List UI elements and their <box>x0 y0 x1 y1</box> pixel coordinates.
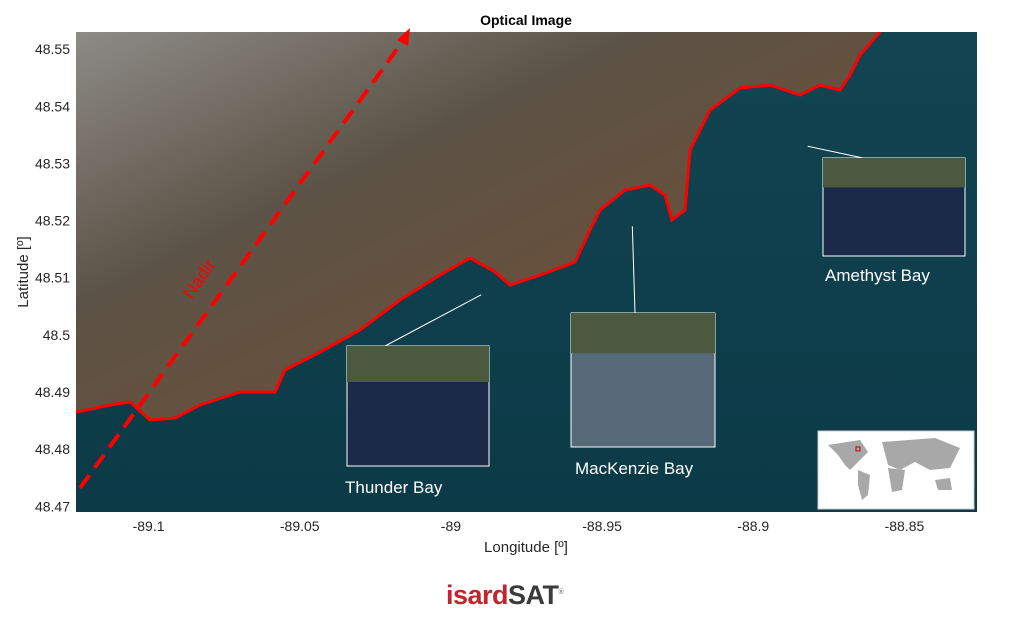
nadir-track <box>78 43 402 490</box>
y-tick-label: 48.5 <box>43 327 70 343</box>
inset-land <box>347 346 489 382</box>
world-map-inset <box>817 430 975 510</box>
x-tick-label: -88.85 <box>885 518 925 534</box>
inset-land <box>823 158 965 188</box>
y-tick-label: 48.52 <box>35 213 70 229</box>
isardsat-logo: isardSAT® <box>446 580 564 610</box>
inset-leader-line <box>631 226 636 314</box>
inset-leader-line <box>807 145 864 159</box>
nadir-arrowhead <box>397 28 410 46</box>
y-tick-label: 48.54 <box>35 98 70 114</box>
y-axis-label: Latitude [º] <box>15 236 32 307</box>
land-area <box>76 32 880 420</box>
x-tick-label: -89.1 <box>133 518 165 534</box>
inset-leader-line <box>384 294 482 347</box>
y-tick-label: 48.51 <box>35 270 70 286</box>
y-tick-label: 48.55 <box>35 41 70 57</box>
chart-title: Optical Image <box>480 12 572 28</box>
inset-label: Thunder Bay <box>345 478 443 497</box>
y-tick-label: 48.48 <box>35 441 70 457</box>
x-tick-label: -88.9 <box>737 518 769 534</box>
inset-label: Amethyst Bay <box>825 266 930 285</box>
inset-land <box>571 313 715 354</box>
coastline <box>76 32 882 422</box>
x-tick-label: -89 <box>441 518 461 534</box>
inset-thunder-bay: Thunder Bay <box>345 294 490 497</box>
inset-amethyst-bay: Amethyst Bay <box>807 145 966 285</box>
y-tick-label: 48.47 <box>35 498 70 514</box>
x-tick-label: -89.05 <box>280 518 320 534</box>
map-image <box>76 32 977 512</box>
y-tick-label: 48.49 <box>35 384 70 400</box>
inset-mackenzie-bay: MacKenzie Bay <box>570 226 716 478</box>
y-tick-label: 48.53 <box>35 155 70 171</box>
inset-label: MacKenzie Bay <box>575 459 694 478</box>
x-axis-label: Longitude [º] <box>484 539 568 556</box>
x-tick-label: -88.95 <box>582 518 622 534</box>
